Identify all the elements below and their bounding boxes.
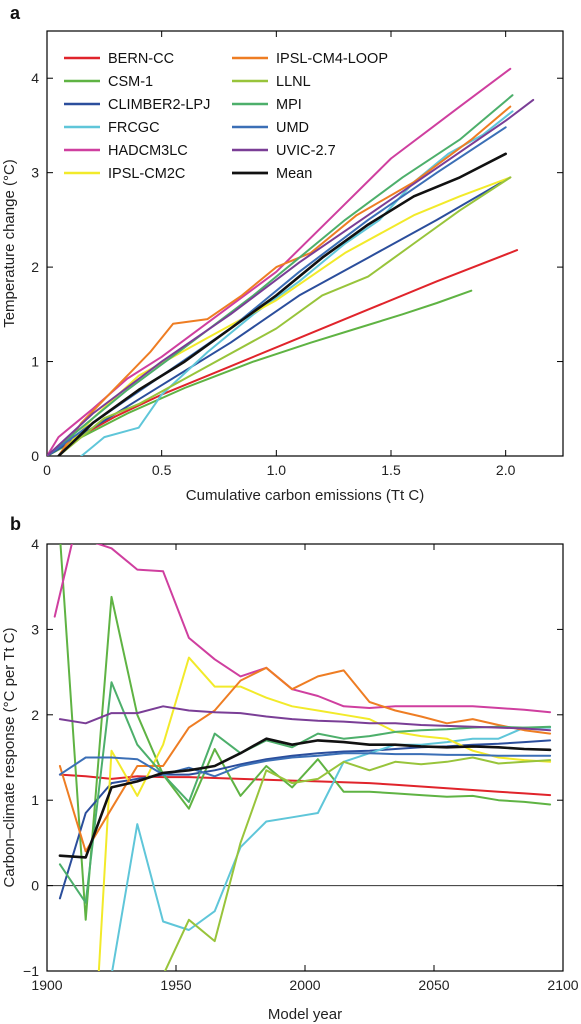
series-group — [53, 544, 552, 971]
series-line-uvic-2-7 — [47, 98, 535, 456]
x-tick-label: 0 — [43, 462, 51, 478]
legend-label-mean: Mean — [276, 166, 312, 182]
x-tick-label: 1950 — [160, 977, 191, 993]
x-tick-label: 0.5 — [152, 462, 172, 478]
x-tick-label: 1900 — [31, 977, 62, 993]
x-tick-label: 1.5 — [381, 462, 401, 478]
legend-label-hadcm3lc: HADCM3LC — [108, 143, 188, 159]
panel-a-label: a — [10, 3, 21, 23]
y-tick-label: 0 — [31, 448, 39, 464]
series-line-ipsl-cm2c — [57, 176, 512, 456]
panel-a-chart: a 0 0.5 1.0 1.5 2.0 0 1 2 3 4 Cumulative carbon emi… — [1, 3, 564, 504]
panel-b-chart: b 1900 1950 2000 2050 2100 −1 0 1 2 3 4 Model year Ca… — [1, 514, 579, 1023]
legend: BERN-CC CSM-1 CLIMBER2-LPJ FRCGC HADCM3LC IPS… — [64, 51, 388, 182]
series-line-ipsl-cm2c — [97, 656, 552, 971]
legend-label-csm-1: CSM-1 — [108, 74, 153, 90]
legend-label-bern-cc: BERN-CC — [108, 51, 174, 67]
legend-label-frcgc: FRCGC — [108, 120, 160, 136]
series-line-umd — [58, 752, 552, 778]
legend-label-uvic-2-7: UVIC-2.7 — [276, 143, 336, 159]
series-line-climber2-lpj — [58, 739, 552, 900]
series-line-hadcm3lc — [47, 67, 512, 456]
panel-b-label: b — [10, 514, 21, 534]
y-tick-label: 1 — [31, 354, 39, 370]
y-tick-label: 3 — [31, 621, 39, 637]
series-line-mean — [58, 737, 552, 859]
x-tick-label: 2050 — [418, 977, 449, 993]
series-line-ipsl-cm4-loop — [57, 105, 512, 456]
x-tick-label: 2.0 — [496, 462, 516, 478]
y-tick-label: 3 — [31, 165, 39, 181]
x-axis-title: Model year — [268, 1006, 342, 1023]
y-tick-label: 4 — [31, 70, 39, 86]
series-line-ipsl-cm4-loop — [58, 666, 552, 853]
y-tick-label: 1 — [31, 792, 39, 808]
y-tick-label: 4 — [31, 536, 39, 552]
y-axis-title: Temperature change (°C) — [1, 159, 18, 328]
x-tick-label: 1.0 — [267, 462, 287, 478]
legend-label-llnl: LLNL — [276, 74, 311, 90]
series-line-frcgc — [80, 110, 514, 456]
legend-label-ipsl-cm4-loop: IPSL-CM4-LOOP — [276, 51, 388, 67]
y-tick-label: −1 — [23, 963, 39, 979]
series-group — [47, 67, 535, 456]
x-axis-title: Cumulative carbon emissions (Tt C) — [186, 487, 424, 504]
series-line-hadcm3lc — [53, 544, 552, 714]
x-tick-label: 2000 — [289, 977, 320, 993]
y-tick-label: 2 — [31, 707, 39, 723]
series-line-frcgc — [111, 726, 552, 971]
y-axis-title: Carbon–climate response (°C per Tt C) — [1, 628, 18, 888]
plot-frame — [46, 30, 564, 457]
y-tick-label: 0 — [31, 878, 39, 894]
legend-label-climber2-lpj: CLIMBER2-LPJ — [108, 97, 210, 113]
series-line-llnl — [57, 176, 512, 456]
legend-label-mpi: MPI — [276, 97, 302, 113]
legend-label-umd: UMD — [276, 120, 309, 136]
series-line-uvic-2-7 — [58, 705, 552, 732]
series-line-mpi — [47, 94, 514, 456]
series-line-climber2-lpj — [47, 176, 512, 456]
series-line-mpi — [58, 681, 552, 904]
series-line-csm-1 — [59, 544, 552, 921]
series-line-mean — [57, 152, 508, 456]
series-line-bern-cc — [58, 773, 552, 797]
x-tick-label: 2100 — [547, 977, 578, 993]
y-tick-label: 2 — [31, 259, 39, 275]
legend-label-ipsl-cm2c: IPSL-CM2C — [108, 166, 185, 182]
series-line-llnl — [163, 756, 552, 971]
series-line-csm-1 — [47, 289, 473, 456]
